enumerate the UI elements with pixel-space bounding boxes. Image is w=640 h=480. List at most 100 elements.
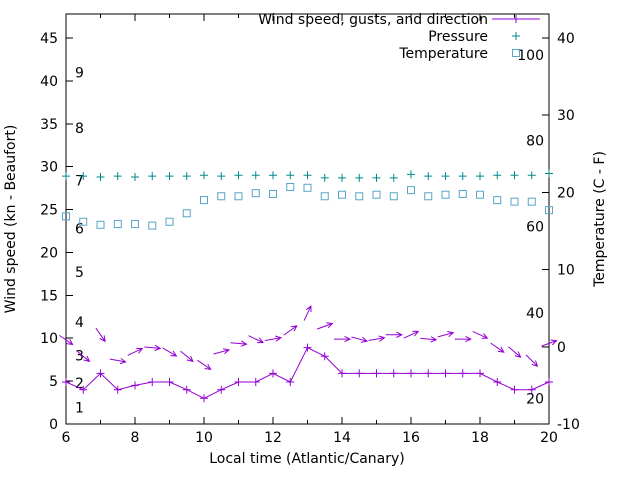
temperature-marker (79, 217, 88, 226)
pressure-marker (510, 171, 519, 180)
pressure-marker (545, 169, 553, 178)
wind-marker (148, 377, 157, 386)
beaufort-label: 5 (75, 265, 84, 281)
series-wind (62, 343, 553, 403)
temperature-marker (131, 220, 139, 229)
legend-sample-marker (512, 49, 520, 57)
fahrenheit-label: 100 (517, 48, 544, 64)
wind-marker (182, 385, 191, 394)
y-right-tick-label: 30 (557, 108, 575, 124)
y-axis-left: 0 5 10 15 20 25 30 35 40 45 (40, 31, 73, 433)
y-right-tick-label: 20 (557, 185, 575, 201)
pressure-marker (441, 172, 450, 181)
temperature-marker (234, 192, 243, 201)
wind-marker (527, 385, 536, 394)
temperature-marker (493, 196, 502, 205)
temperature-marker (303, 183, 312, 192)
gusts-direction-arrow (213, 348, 231, 355)
wind-marker (493, 377, 502, 386)
temperature-marker (476, 190, 484, 199)
temperature-marker (113, 220, 122, 229)
beaufort-label: 6 (75, 221, 84, 237)
gusts-direction-arrow (490, 342, 505, 353)
temperature-marker (424, 192, 433, 201)
temperature-marker (269, 189, 277, 198)
wind-marker (476, 369, 484, 378)
fahrenheit-scale-labels: 20 40 60 80 100 (517, 48, 544, 408)
wind-marker (217, 385, 226, 394)
wind-marker (510, 385, 519, 394)
fahrenheit-label: 60 (526, 219, 544, 235)
temperature-marker (320, 192, 329, 201)
wind-marker (79, 385, 88, 394)
fahrenheit-label: 40 (526, 306, 544, 322)
y-axis-right: -10 0 10 20 30 40 (542, 31, 580, 433)
pressure-marker (458, 172, 467, 181)
pressure-marker (527, 171, 536, 180)
pressure-marker (424, 172, 433, 181)
wind-marker (234, 377, 243, 386)
pressure-marker (493, 171, 502, 180)
legend-label-temperature: Temperature (398, 46, 488, 62)
wind-marker (355, 369, 364, 378)
pressure-marker (234, 171, 243, 180)
temperature-marker (217, 192, 226, 201)
y-right-tick-label: -10 (557, 417, 580, 433)
gusts-direction-arrow (76, 350, 91, 363)
y-axis-title-left: Wind speed (kn - Beaufort) (3, 125, 19, 314)
legend-label-pressure: Pressure (428, 29, 488, 45)
y-left-tick-label: 40 (40, 74, 58, 90)
gusts-direction-arrow (472, 330, 489, 339)
wind-marker (269, 369, 277, 378)
pressure-marker (79, 172, 88, 181)
temperature-marker (355, 192, 364, 201)
legend-label-wind: Wind speed, gusts, and direction (258, 12, 488, 28)
gusts-direction-arrow (351, 336, 369, 343)
gusts-direction-arrow (248, 335, 265, 344)
temperature-marker (286, 183, 295, 192)
wind-marker (251, 377, 260, 386)
pressure-marker (251, 171, 260, 180)
gusts-direction-arrow (403, 330, 420, 339)
beaufort-label: 1 (75, 401, 84, 417)
y-left-tick-label: 15 (40, 288, 58, 304)
gusts-direction-arrow (541, 339, 558, 347)
pressure-marker (286, 171, 295, 180)
x-axis: 6 8 10 12 14 16 18 20 (62, 14, 558, 446)
pressure-marker (303, 171, 312, 180)
beaufort-label: 2 (75, 376, 84, 392)
pressure-marker (372, 173, 381, 182)
temperature-marker (527, 197, 536, 206)
x-tick-label: 16 (402, 430, 420, 446)
gusts-direction-arrow (162, 347, 178, 357)
gusts-direction-arrow (420, 336, 438, 343)
wind-marker (303, 343, 312, 352)
gusts-direction-arrow (437, 331, 455, 338)
pressure-marker (476, 172, 484, 181)
wind-marker (407, 369, 415, 378)
x-tick-label: 8 (131, 430, 140, 446)
gusts-direction-arrow (109, 357, 127, 365)
series-temperature (62, 183, 553, 230)
temperature-marker (389, 192, 398, 201)
y-left-tick-label: 25 (40, 203, 58, 219)
pressure-marker (355, 173, 364, 182)
wind-marker (389, 369, 398, 378)
series-pressure (62, 169, 553, 182)
pressure-marker (96, 172, 105, 181)
pressure-marker (113, 172, 122, 181)
beaufort-label: 3 (75, 348, 84, 364)
x-tick-label: 18 (471, 430, 489, 446)
y-right-tick-label: 0 (557, 340, 566, 356)
y-left-tick-label: 0 (49, 417, 58, 433)
temperature-marker (407, 186, 415, 195)
y-left-tick-label: 35 (40, 117, 58, 133)
gusts-direction-arrow (197, 359, 212, 371)
gusts-direction-arrow (454, 335, 472, 343)
wind-marker (62, 377, 70, 386)
gusts-direction-arrow (385, 331, 403, 338)
pressure-marker (389, 173, 398, 182)
wind-marker (545, 377, 553, 386)
wind-marker (165, 377, 174, 386)
